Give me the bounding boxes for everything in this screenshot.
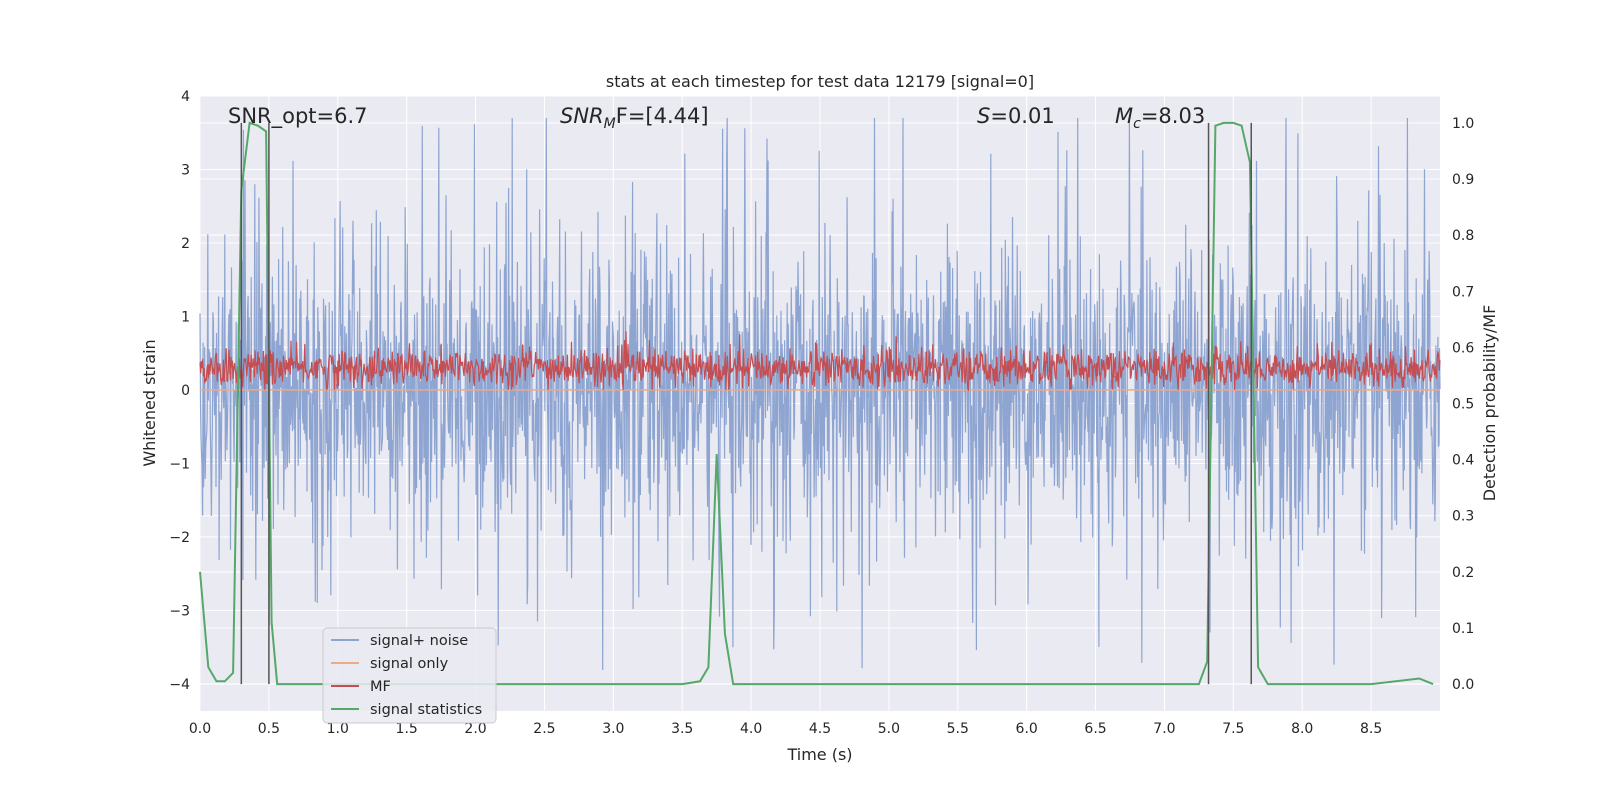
x-tick-label: 1.5: [396, 721, 418, 737]
x-axis-label: Time (s): [786, 745, 852, 764]
y-tick-label: −4: [169, 677, 190, 693]
y-tick-label: 4: [181, 89, 190, 105]
x-tick-label: 0.0: [189, 721, 211, 737]
x-tick-label: 8.0: [1291, 721, 1313, 737]
x-tick-label: 0.5: [258, 721, 280, 737]
y-tick-label: 3: [181, 162, 190, 178]
annotation-s: S=0.01: [977, 104, 1055, 128]
y2-tick-label: 0.8: [1452, 228, 1474, 244]
annotation-snr-opt: SNR_opt=6.7: [228, 104, 368, 129]
y2-tick-label: 0.0: [1452, 677, 1474, 693]
series-signal-statistics: [199, 121, 1434, 686]
x-tick-label: 7.0: [1153, 721, 1175, 737]
x-tick-label: 4.5: [809, 721, 831, 737]
legend-label-signal-statistics: signal statistics: [370, 702, 482, 718]
y2-tick-label: 0.9: [1452, 172, 1474, 188]
mc-symbol: M: [1115, 104, 1133, 128]
x-tick-label: 3.0: [602, 721, 624, 737]
y2-tick-label: 0.2: [1452, 565, 1474, 581]
y2-tick-label: 0.1: [1452, 621, 1474, 637]
x-tick-label: 8.5: [1360, 721, 1382, 737]
legend-box: [322, 627, 497, 724]
x-tick-label: 7.5: [1222, 721, 1244, 737]
tick-labels: 0.0 0.5 1.0 1.5 2.0 2.5 3.0 3.5 4.0 4.5 5.0 5.5 6.0 6…: [169, 89, 1474, 737]
x-tick-label: 6.0: [1016, 721, 1038, 737]
y2-tick-label: 1.0: [1452, 116, 1474, 132]
x-tick-label: 5.0: [878, 721, 900, 737]
annotation-mc: Mc=8.03: [1115, 104, 1205, 132]
y2-tick-label: 0.7: [1452, 284, 1474, 300]
x-tick-label: 4.0: [740, 721, 762, 737]
y2-tick-label: 0.5: [1452, 397, 1474, 413]
y-tick-label: −1: [169, 456, 190, 472]
mc-subscript: c: [1133, 116, 1141, 132]
s-symbol: S: [977, 104, 990, 128]
y2-tick-label: 0.3: [1452, 509, 1474, 525]
x-tick-label: 2.5: [533, 721, 555, 737]
y-tick-label: 1: [181, 309, 190, 325]
legend-label-mf: MF: [370, 679, 391, 695]
y-tick-label: 0: [181, 383, 190, 399]
chart-title: stats at each timestep for test data 121…: [606, 72, 1034, 91]
snr-mf-value: F=[4.44]: [616, 104, 709, 128]
y-axis-label: Whitened strain: [140, 339, 159, 466]
y2-tick-label: 0.6: [1452, 340, 1474, 356]
x-tick-label: 1.0: [327, 721, 349, 737]
vertical-markers: [240, 122, 1252, 685]
legend-label-signal-only: signal only: [370, 656, 449, 672]
legend: signal+ noise signal only MF signal stat…: [322, 627, 497, 724]
x-tick-label: 3.5: [671, 721, 693, 737]
annotation-snr-mf: SNRMF=[4.44]: [560, 104, 709, 132]
y-tick-label: −2: [169, 530, 190, 546]
legend-label-signal-noise: signal+ noise: [370, 633, 468, 649]
snr-mf-subscript: M: [604, 116, 616, 132]
s-value: =0.01: [990, 104, 1054, 128]
y2-tick-label: 0.4: [1452, 453, 1474, 469]
snr-mf-symbol: SNR: [560, 104, 604, 128]
x-tick-label: 5.5: [947, 721, 969, 737]
y-tick-label: 2: [181, 236, 190, 252]
series-mf: [199, 331, 1441, 392]
data-layer: [199, 117, 1441, 686]
mc-value: =8.03: [1141, 104, 1205, 128]
y-tick-label: −3: [169, 603, 190, 619]
y2-axis-label: Detection probability/MF: [1480, 305, 1499, 502]
x-tick-label: 6.5: [1084, 721, 1106, 737]
x-tick-label: 2.0: [464, 721, 486, 737]
